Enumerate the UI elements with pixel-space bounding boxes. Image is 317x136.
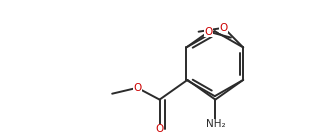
Text: O: O [133, 83, 141, 93]
Text: O: O [204, 27, 213, 37]
Text: NH₂: NH₂ [205, 120, 225, 129]
Text: O: O [155, 124, 164, 134]
Text: O: O [220, 23, 228, 33]
